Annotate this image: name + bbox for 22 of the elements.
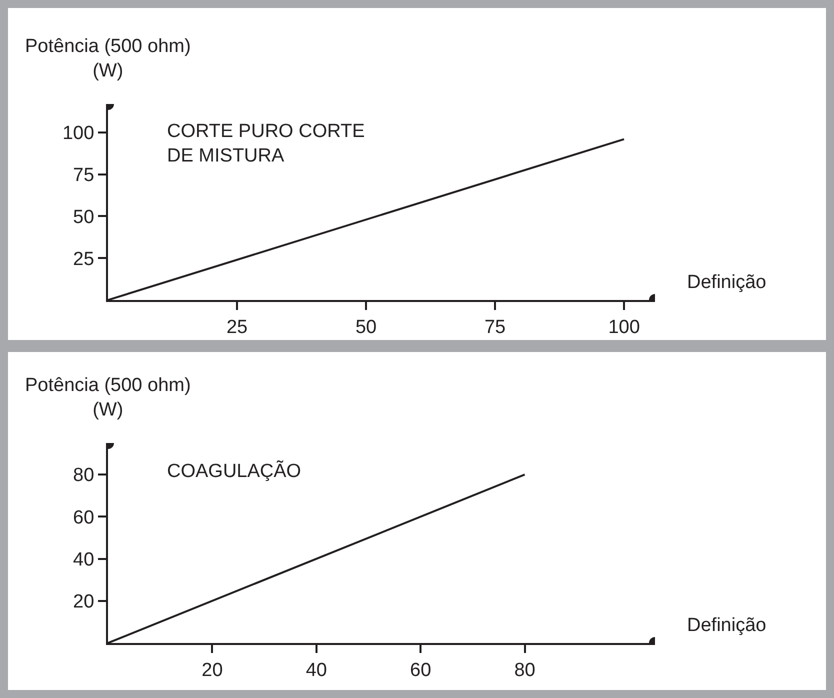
- x-tick-label: 80: [514, 660, 536, 681]
- x-axis-title: Definição: [687, 272, 766, 293]
- x-tick-label: 50: [355, 316, 377, 338]
- y-axis-title: Potência (500 ohm) (W): [25, 36, 191, 82]
- y-axis-title: Potência (500 ohm) (W): [25, 375, 191, 421]
- x-tick-label: 60: [410, 660, 432, 681]
- text: COAGULAÇÃO: [167, 460, 302, 482]
- x-tick-label: 75: [484, 316, 506, 338]
- y-tick-label: 20: [73, 592, 94, 613]
- x-tick-label: 20: [202, 660, 223, 681]
- y-tick-label: 75: [73, 165, 94, 186]
- x-tick-label: 25: [226, 316, 248, 338]
- text: CORTE PURO CORTE DE MISTURA: [167, 121, 365, 167]
- x-tick-label: 100: [608, 316, 640, 338]
- y-tick-label: 50: [73, 206, 94, 228]
- y-tick-label: 80: [73, 465, 94, 486]
- x-axis-title: Definição: [687, 615, 766, 636]
- y-tick-label: 100: [62, 123, 94, 144]
- y-tick-label: 25: [73, 248, 94, 270]
- y-tick-label: 40: [73, 549, 94, 570]
- x-tick-label: 40: [306, 660, 327, 681]
- y-tick-label: 60: [73, 507, 94, 528]
